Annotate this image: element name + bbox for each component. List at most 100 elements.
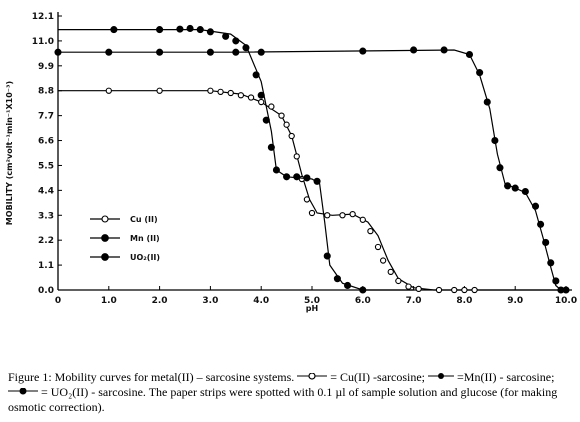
x-tick-label: 6.0 (355, 296, 371, 306)
data-point-3 (272, 166, 280, 174)
data-point-1 (359, 216, 366, 223)
data-point-2 (531, 202, 540, 210)
data-point-1 (471, 286, 478, 294)
data-point-1 (395, 277, 402, 285)
data-point-1 (258, 98, 265, 106)
y-tick-label: 7.7 (38, 112, 54, 122)
data-point-2 (483, 98, 491, 106)
x-tick-label: 9.0 (507, 296, 523, 306)
legend-label-3: UO₂(II) (130, 253, 160, 262)
data-point-1 (293, 153, 300, 160)
data-point-2 (359, 47, 367, 55)
data-point-1 (379, 257, 387, 264)
x-axis-label: pH (306, 304, 318, 313)
y-axis-label: MOBILITY (cm²volt⁻¹min⁻¹X10⁻³) (5, 81, 14, 225)
data-point-2 (465, 50, 474, 59)
data-point-1 (415, 285, 422, 293)
data-point-1 (451, 286, 458, 294)
y-tick-label: 5.5 (38, 161, 54, 171)
data-point-1 (156, 87, 163, 94)
data-point-3 (176, 25, 184, 33)
data-point-2 (440, 46, 448, 54)
data-point-1 (247, 94, 255, 101)
data-point-2 (562, 286, 570, 294)
data-point-1 (268, 103, 275, 110)
data-point-1 (278, 112, 285, 119)
data-point-2 (491, 136, 499, 145)
data-point-2 (232, 48, 240, 56)
data-point-1 (339, 212, 346, 219)
caption-text-1: Figure 1: Mobility curves for metal(II) … (8, 370, 295, 384)
legend-marker-1 (101, 215, 109, 223)
data-point-3 (222, 32, 230, 40)
data-point-1 (217, 88, 224, 96)
x-tick-label: 0 (55, 296, 61, 306)
data-point-2 (521, 187, 529, 196)
data-point-3 (110, 26, 118, 34)
x-tick-label: 1.0 (101, 296, 117, 306)
data-point-1 (349, 210, 356, 218)
data-point-3 (262, 116, 270, 124)
data-point-1 (324, 212, 331, 219)
data-point-1 (207, 87, 214, 94)
data-point-1 (105, 87, 112, 94)
data-point-1 (283, 121, 290, 128)
y-tick-label: 12.1 (32, 12, 54, 22)
x-tick-label: 8.0 (456, 296, 472, 306)
y-tick-label: 1.1 (38, 261, 54, 271)
data-point-1 (227, 89, 234, 97)
data-point-3 (267, 143, 275, 151)
data-point-2 (54, 48, 62, 56)
data-point-1 (387, 268, 394, 276)
x-tick-label: 4.0 (253, 296, 269, 306)
data-point-2 (511, 184, 519, 192)
data-point-1 (288, 132, 295, 140)
y-tick-label: 2.2 (38, 236, 54, 246)
x-tick-label: 10.0 (555, 296, 577, 306)
legend-marker-2 (101, 234, 109, 242)
data-point-2 (257, 48, 265, 56)
data-point-1 (374, 243, 382, 251)
data-point-3 (344, 281, 352, 290)
y-tick-label: 4.4 (38, 186, 54, 196)
data-point-1 (435, 286, 443, 294)
data-point-3 (293, 173, 301, 181)
data-point-3 (242, 44, 250, 52)
y-tick-label: 11.0 (32, 37, 54, 47)
data-point-3 (232, 37, 240, 45)
data-point-2 (547, 259, 555, 267)
data-point-1 (237, 92, 245, 99)
y-tick-label: 6.6 (38, 137, 54, 147)
data-point-2 (504, 182, 512, 190)
series-line-3 (58, 29, 414, 291)
data-point-3 (283, 173, 291, 181)
caption-text-2: = Cu(II) -sarcosine; (330, 370, 426, 384)
legend-label-1: Cu (II) (130, 215, 158, 224)
data-point-3 (206, 28, 214, 36)
data-point-2 (105, 48, 113, 56)
data-point-1 (367, 227, 374, 235)
data-point-2 (476, 69, 484, 77)
x-tick-label: 7.0 (406, 296, 422, 306)
data-point-1 (461, 286, 468, 294)
data-point-3 (186, 24, 194, 33)
data-point-3 (252, 71, 260, 79)
y-tick-label: 0.0 (38, 286, 54, 296)
y-tick-label: 8.8 (38, 87, 54, 97)
x-tick-label: 3.0 (202, 296, 218, 306)
legend-label-2: Mn (II) (130, 234, 160, 243)
caption-text-4: = UO₂(II) - sarcosine. The paper strips … (8, 385, 558, 414)
data-point-3 (359, 286, 367, 294)
data-point-3 (303, 174, 311, 182)
data-point-3 (196, 26, 204, 34)
open-circle-marker-icon (297, 373, 328, 380)
data-point-2 (156, 48, 164, 56)
data-point-2 (206, 48, 214, 56)
data-point-3 (257, 91, 265, 99)
x-tick-label: 2.0 (152, 296, 168, 306)
mobility-chart: 0 1.0 2.0 3.0 4.0 5.0 6.0 7.0 8.0 9.0 10.0 0.0 1.1 2.… (5, 12, 577, 313)
x-tick-label: 5.0 (304, 296, 320, 306)
data-point-2 (410, 46, 418, 54)
caption-text-3: =Mn(II) - sarcosine; (457, 370, 555, 384)
